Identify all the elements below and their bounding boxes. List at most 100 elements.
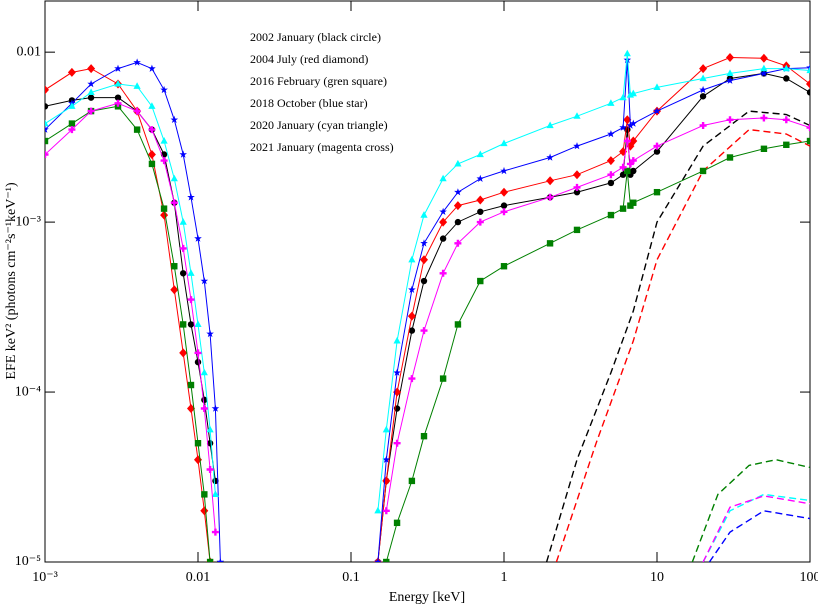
marker (783, 116, 790, 123)
marker (41, 120, 48, 127)
series-line (45, 58, 810, 563)
marker (217, 558, 225, 565)
marker (501, 202, 507, 208)
marker (408, 256, 415, 263)
marker (394, 520, 400, 526)
marker (608, 212, 614, 218)
x-tick-label: 100 (800, 570, 818, 585)
marker (201, 405, 208, 412)
y-tick-label: 10⁻⁵ (15, 554, 41, 569)
marker (807, 138, 813, 144)
marker (134, 126, 140, 132)
series-line (45, 73, 810, 562)
marker (195, 359, 201, 365)
marker (440, 235, 446, 241)
x-tick-label: 10⁻³ (32, 570, 58, 585)
y-tick-label: 10⁻⁴ (15, 384, 41, 399)
marker (201, 369, 208, 376)
marker (180, 218, 187, 225)
marker (161, 157, 168, 164)
marker (630, 168, 636, 174)
marker (624, 50, 631, 57)
marker (476, 196, 484, 205)
marker (806, 80, 814, 89)
marker (394, 337, 401, 344)
marker (408, 375, 415, 382)
marker (374, 558, 382, 565)
marker (546, 176, 554, 185)
marker (421, 278, 427, 284)
marker (727, 154, 733, 160)
marker (760, 54, 768, 63)
marker (212, 529, 219, 536)
marker (42, 103, 48, 109)
marker (201, 491, 207, 497)
series-line (45, 106, 810, 562)
marker (700, 93, 706, 99)
marker (547, 194, 554, 201)
marker (760, 115, 767, 122)
marker (200, 506, 208, 515)
marker (195, 440, 201, 446)
marker (409, 478, 415, 484)
marker (383, 559, 389, 565)
marker (171, 199, 178, 206)
marker (574, 184, 581, 191)
legend-entry: 2004 July (red diamond) (250, 52, 368, 66)
marker (501, 208, 508, 215)
y-tick-label: 10⁻³ (15, 214, 41, 229)
marker (454, 188, 462, 195)
model-component (703, 496, 810, 562)
x-tick-label: 10 (650, 570, 664, 585)
marker (148, 65, 156, 72)
marker (382, 476, 390, 485)
marker (87, 64, 95, 73)
legend-entry: 2016 February (gren square) (250, 74, 387, 88)
marker (160, 86, 168, 93)
marker (394, 440, 401, 447)
marker (421, 327, 428, 334)
plot-frame (45, 1, 810, 562)
series-line (45, 54, 810, 511)
marker (188, 321, 194, 327)
marker (41, 85, 49, 94)
marker (607, 130, 615, 137)
marker (477, 209, 483, 215)
marker (374, 507, 381, 514)
marker (620, 205, 626, 211)
legend-entry: 2020 January (cyan triangle) (250, 118, 388, 132)
marker (187, 269, 194, 276)
marker (761, 146, 767, 152)
marker (420, 255, 428, 264)
marker (807, 89, 813, 95)
marker (420, 211, 427, 218)
marker (783, 142, 789, 148)
model-component (547, 111, 810, 562)
marker (383, 426, 390, 433)
marker (42, 138, 48, 144)
legend-entry: 2018 October (blue star) (250, 96, 368, 110)
marker (500, 188, 508, 197)
marker (654, 189, 660, 195)
marker (760, 65, 767, 72)
marker (727, 116, 734, 123)
marker (574, 227, 580, 233)
marker (783, 75, 789, 81)
marker (180, 321, 186, 327)
x-axis-label: Energy [keV] (389, 590, 465, 605)
marker (700, 122, 707, 129)
marker (573, 170, 581, 179)
marker (607, 156, 615, 165)
marker (607, 171, 614, 178)
marker (161, 137, 168, 144)
marker (69, 120, 75, 126)
marker (171, 175, 178, 182)
marker (726, 53, 734, 62)
marker (420, 239, 428, 246)
y-tick-label: 0.01 (17, 44, 42, 59)
marker (188, 382, 194, 388)
marker (501, 263, 507, 269)
marker (149, 161, 155, 167)
x-tick-label: 0.01 (186, 570, 211, 585)
